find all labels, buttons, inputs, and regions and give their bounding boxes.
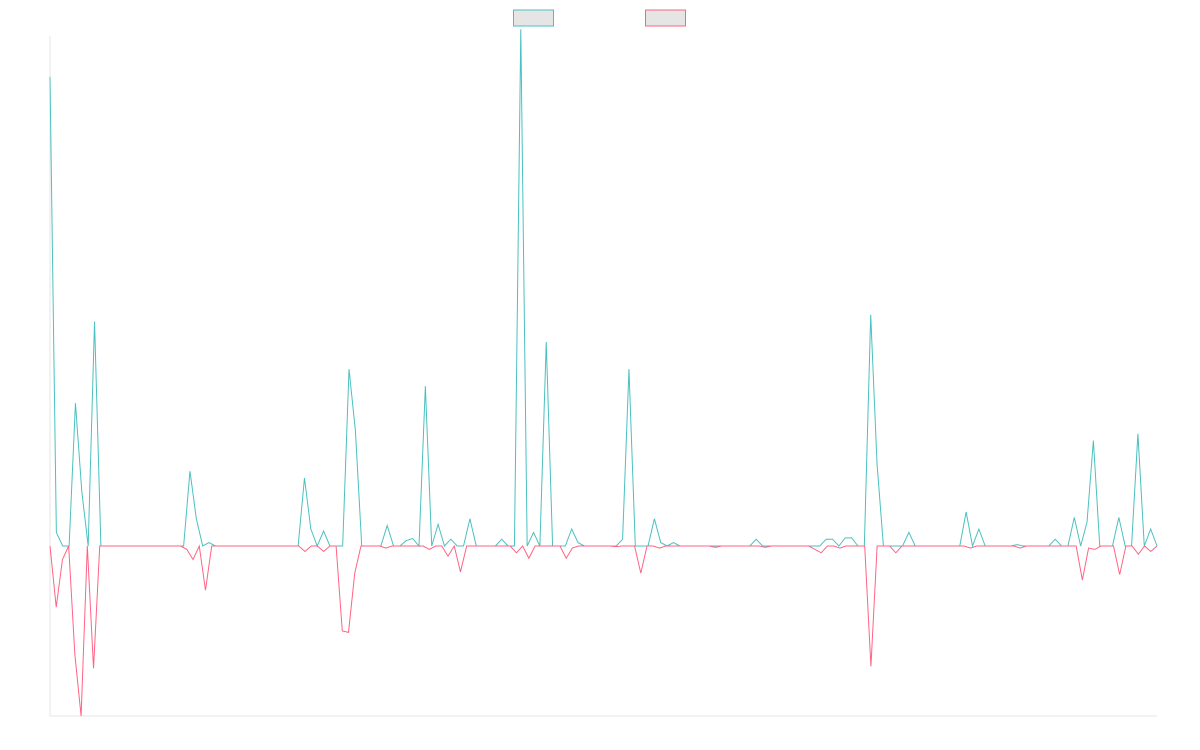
legend <box>513 9 686 27</box>
legend-swatch-1[interactable] <box>513 9 554 27</box>
axes <box>49 36 1157 717</box>
series-layer <box>49 29 1158 717</box>
series-line-1 <box>49 29 1158 548</box>
legend-swatch-2[interactable] <box>645 9 686 27</box>
series-line-2 <box>49 544 1158 717</box>
